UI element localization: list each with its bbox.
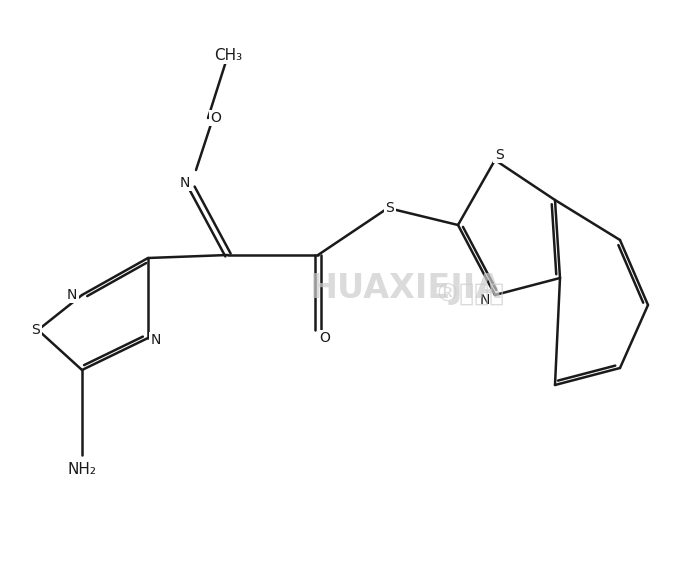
Text: ®化学加: ®化学加 — [435, 283, 505, 307]
Text: S: S — [386, 201, 394, 215]
Text: N: N — [180, 176, 190, 190]
Text: S: S — [495, 148, 503, 162]
Text: N: N — [480, 293, 490, 307]
Text: HUAXIEJIA: HUAXIEJIA — [310, 272, 502, 305]
Text: N: N — [150, 333, 161, 347]
Text: CH₃: CH₃ — [214, 48, 242, 62]
Text: S: S — [32, 323, 41, 337]
Text: NH₂: NH₂ — [67, 462, 97, 476]
Text: O: O — [211, 111, 221, 125]
Text: O: O — [320, 331, 330, 345]
Text: N: N — [66, 288, 77, 302]
